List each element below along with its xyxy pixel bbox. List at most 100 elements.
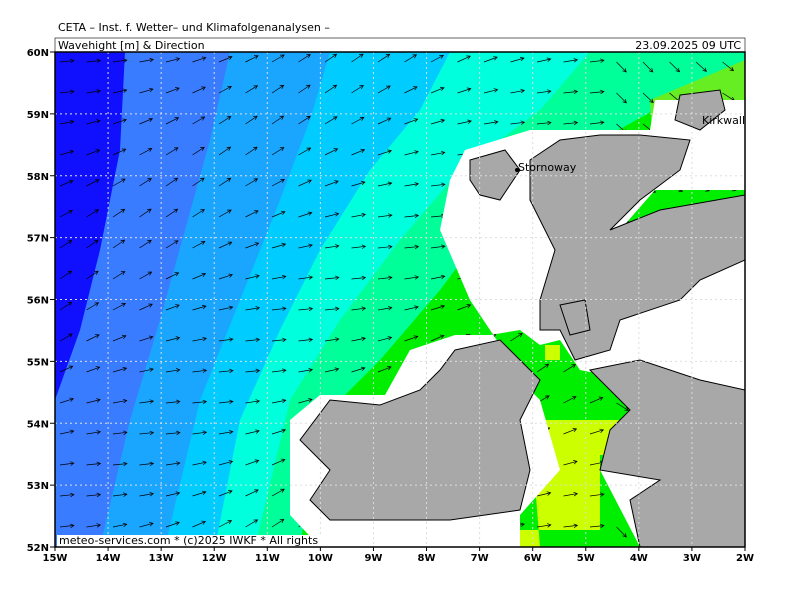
arrow <box>404 275 420 280</box>
arrow <box>351 212 366 218</box>
arrow <box>112 303 126 311</box>
arrow <box>86 119 101 125</box>
arrow <box>351 366 366 373</box>
arrow <box>510 88 525 94</box>
arrow <box>165 208 179 218</box>
arrow <box>112 208 126 218</box>
arrow <box>86 523 102 528</box>
arrow <box>563 491 579 497</box>
arrow <box>271 147 285 156</box>
arrow <box>377 336 393 342</box>
arrow <box>271 306 287 311</box>
arrow <box>298 337 314 343</box>
arrow <box>192 272 207 280</box>
land-island <box>559 299 591 336</box>
arrow <box>589 120 605 125</box>
arrow <box>59 461 75 466</box>
arrow <box>616 526 627 538</box>
arrow <box>377 244 393 250</box>
arrow <box>165 147 179 156</box>
arrow <box>218 520 233 528</box>
arrow <box>298 398 313 404</box>
arrow <box>324 116 338 125</box>
arrow <box>139 303 153 311</box>
arrow <box>324 244 340 249</box>
arrow <box>298 243 313 249</box>
arrow <box>510 332 523 342</box>
lon-label: 11W <box>255 553 280 564</box>
arrow <box>112 398 128 404</box>
arrow <box>430 54 444 63</box>
graticule <box>55 52 745 547</box>
arrow <box>192 116 206 125</box>
arrow <box>245 306 261 311</box>
arrow <box>139 208 152 218</box>
arrow <box>86 334 100 342</box>
arrow <box>218 177 232 187</box>
arrow <box>483 88 499 94</box>
arrow <box>59 209 73 218</box>
arrow <box>377 117 392 125</box>
arrow <box>165 399 181 405</box>
arrow <box>351 336 366 342</box>
arrow <box>589 58 605 63</box>
arrow <box>59 119 75 125</box>
arrow <box>245 429 260 435</box>
arrow <box>112 148 127 156</box>
arrow <box>430 86 445 94</box>
arrow <box>404 213 420 219</box>
arrow <box>165 177 179 187</box>
arrow <box>298 367 314 373</box>
arrow <box>218 337 234 342</box>
arrow <box>86 209 100 218</box>
arrow <box>165 240 179 249</box>
arrow <box>165 461 181 466</box>
arrow <box>271 458 286 466</box>
arrow <box>483 56 498 63</box>
arrow <box>112 178 126 187</box>
arrow <box>86 149 101 156</box>
arrow <box>563 523 579 528</box>
arrow <box>59 365 74 373</box>
arrow <box>59 89 75 94</box>
arrow <box>112 271 126 280</box>
arrow <box>589 89 605 95</box>
arrow <box>377 53 391 63</box>
arrow <box>192 304 207 311</box>
arrow <box>695 61 707 72</box>
arrow <box>271 488 285 497</box>
lon-label: 2W <box>736 553 754 564</box>
arrow <box>112 430 128 435</box>
arrow <box>218 116 232 125</box>
arrow <box>86 179 100 187</box>
arrow <box>218 273 233 280</box>
arrow <box>324 180 339 187</box>
arrow <box>245 368 261 374</box>
arrow <box>536 89 552 94</box>
map-title: Wavehight [m] & Direction <box>58 39 205 52</box>
lon-label: 3W <box>683 553 701 564</box>
lon-label: 5W <box>577 553 595 564</box>
arrow <box>245 210 259 218</box>
arrow <box>192 399 208 405</box>
arrow <box>192 520 207 528</box>
land-orkney <box>674 89 726 131</box>
lat-label: 60N <box>27 48 49 59</box>
arrow <box>86 492 102 498</box>
arrow <box>324 212 340 218</box>
arrow <box>351 148 366 156</box>
arrow <box>324 53 338 63</box>
arrow <box>245 146 258 156</box>
arrow <box>351 85 364 94</box>
arrow <box>271 368 287 373</box>
arrow <box>404 118 419 125</box>
arrow <box>112 461 128 467</box>
arrow <box>589 492 605 497</box>
arrow <box>377 213 393 218</box>
arrow <box>457 119 472 125</box>
arrow <box>165 430 181 436</box>
arrow <box>139 178 152 187</box>
arrow <box>457 87 472 94</box>
footer: meteo-services.com * (c)2025 IWKF * All … <box>59 534 318 547</box>
